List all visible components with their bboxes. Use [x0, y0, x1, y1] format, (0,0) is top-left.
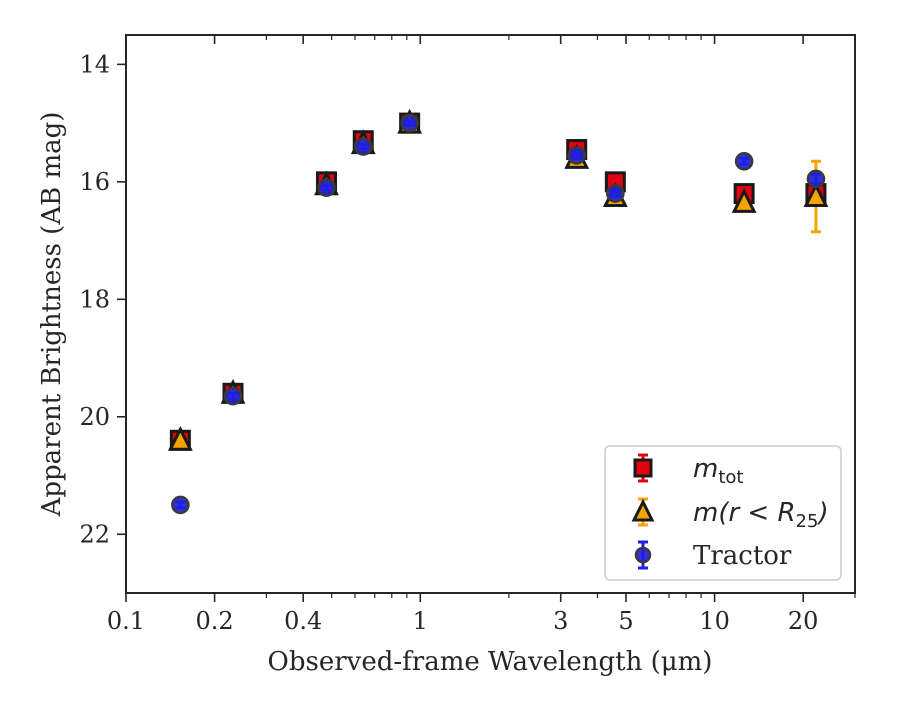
data-points — [167, 108, 829, 515]
y-tick-label: 18 — [79, 285, 110, 313]
axis-ticks: 0.1 0.2 0.4 1 3 5 10 20 14 16 18 20 22 — [79, 35, 856, 635]
tractor-point — [734, 151, 754, 171]
x-axis-label: Observed-frame Wavelength (μm) — [268, 647, 713, 677]
y-tick-label: 20 — [79, 403, 110, 431]
tractor-point — [567, 146, 587, 165]
y-tick-label: 14 — [79, 50, 110, 78]
x-tick-label: 20 — [788, 607, 819, 635]
legend-marker-mtot — [633, 458, 653, 478]
legend-label-main: m — [693, 454, 718, 484]
x-tick-label: 0.4 — [284, 607, 322, 635]
legend-box — [604, 445, 842, 581]
y-tick-label: 22 — [79, 520, 110, 548]
tractor-point — [353, 137, 373, 156]
legend-marker-m-r25 — [631, 498, 655, 522]
m-r25-point — [803, 182, 829, 208]
y-tick-label: 16 — [79, 168, 110, 196]
m-r25-point — [167, 425, 193, 451]
legend-marker-tractor — [634, 546, 652, 564]
m-r25-point — [731, 188, 757, 213]
x-tick-label: 3 — [553, 607, 568, 635]
x-tick-label: 0.2 — [196, 607, 234, 635]
tractor-point-group — [171, 113, 826, 515]
tractor-point — [223, 386, 243, 406]
legend-label-suffix: ) — [816, 498, 828, 528]
y-axis-label: Apparent Brightness (AB mag) — [37, 112, 67, 518]
tractor-point — [171, 495, 190, 515]
x-tick-label: 0.1 — [107, 607, 145, 635]
legend: mtot m(r < R25) Tractor — [604, 445, 842, 581]
x-tick-label: 10 — [699, 607, 730, 635]
tractor-point — [400, 113, 419, 133]
tractor-point — [317, 178, 336, 198]
legend-label: m(r < R25) — [693, 498, 829, 532]
legend-label: mtot — [693, 454, 743, 488]
x-tick-label: 5 — [618, 607, 633, 635]
legend-label: Tractor — [693, 541, 792, 571]
legend-label-subscript: tot — [718, 467, 743, 488]
tractor-point — [806, 169, 826, 189]
legend-label-subscript: 25 — [796, 511, 819, 532]
legend-label-main: m(r < R — [693, 498, 796, 528]
x-tick-label: 1 — [413, 607, 428, 635]
tractor-point — [606, 184, 625, 203]
